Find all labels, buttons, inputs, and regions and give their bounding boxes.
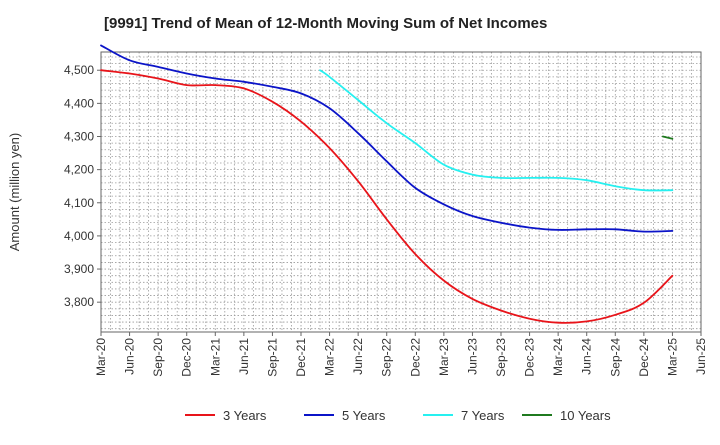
y-tick-label: 4,000 — [64, 229, 94, 243]
x-tick-label: Mar-20 — [94, 338, 108, 376]
x-tick-label: Mar-25 — [665, 338, 679, 376]
x-tick-label: Sep-23 — [494, 338, 508, 377]
x-tick-label: Jun-21 — [237, 338, 251, 375]
x-tick-label: Jun-24 — [580, 338, 594, 375]
x-tick-label: Mar-24 — [551, 338, 565, 376]
x-tick-label: Dec-24 — [637, 338, 651, 377]
y-tick-label: 4,100 — [64, 196, 94, 210]
x-tick-label: Sep-22 — [380, 338, 394, 377]
legend-label: 3 Years — [223, 408, 267, 423]
y-axis-label: Amount (million yen) — [7, 133, 22, 252]
y-tick-label: 4,200 — [64, 163, 94, 177]
x-tick-label: Dec-20 — [180, 338, 194, 377]
x-tick-label: Jun-25 — [694, 338, 708, 375]
x-tick-label: Mar-23 — [437, 338, 451, 376]
plot-frame — [100, 51, 702, 333]
y-tick-label: 3,900 — [64, 262, 94, 276]
series-line-5-years — [100, 44, 674, 233]
plot-area — [101, 52, 701, 332]
x-tick-label: Sep-21 — [265, 338, 279, 377]
x-tick-label: Dec-23 — [523, 338, 537, 377]
legend-label: 7 Years — [461, 408, 505, 423]
x-tick-label: Jun-22 — [351, 338, 365, 375]
x-tick-label: Dec-21 — [294, 338, 308, 377]
y-tick-label: 4,400 — [64, 96, 94, 110]
legend-label: 5 Years — [342, 408, 386, 423]
x-tick-label: Mar-22 — [323, 338, 337, 376]
x-tick-label: Jun-20 — [123, 338, 137, 375]
x-tick-label: Mar-21 — [208, 338, 222, 376]
x-tick-label: Sep-24 — [608, 338, 622, 377]
series-line-10-years — [662, 135, 674, 140]
legend-label: 10 Years — [560, 408, 611, 423]
x-tick-label: Jun-23 — [465, 338, 479, 375]
y-tick-label: 4,300 — [64, 129, 94, 143]
series-line-3-years — [100, 69, 674, 324]
chart-title: [9991] Trend of Mean of 12-Month Moving … — [104, 15, 548, 32]
y-tick-label: 4,500 — [64, 63, 94, 77]
y-tick-label: 3,800 — [64, 295, 94, 309]
x-tick-label: Dec-22 — [408, 338, 422, 377]
x-tick-label: Sep-20 — [151, 338, 165, 377]
series-line-7-years — [319, 69, 674, 192]
